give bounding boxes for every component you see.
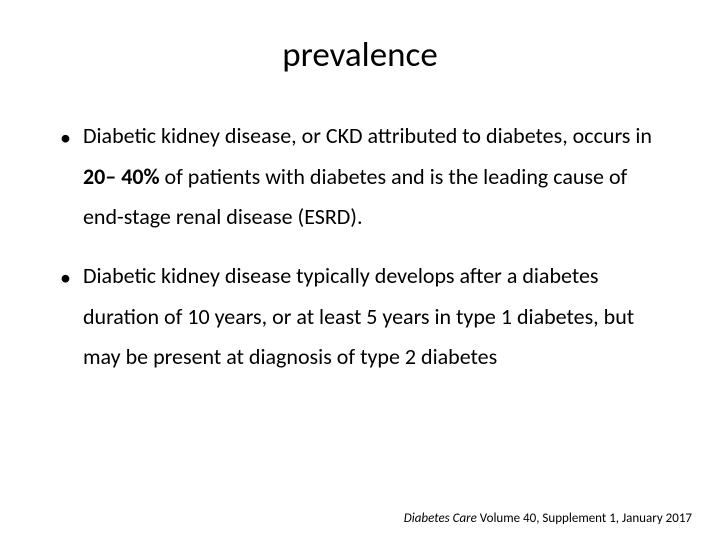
bullet-pre: Diabetic kidney disease, or CKD attribut…	[83, 122, 652, 149]
citation: Diabetes Care Volume 40, Supplement 1, J…	[404, 511, 692, 526]
bullet-pre: Diabetic kidney disease typically develo…	[83, 262, 634, 370]
bullet-item: • Diabetic kidney disease typically deve…	[60, 256, 670, 378]
bullet-marker-icon: •	[60, 258, 71, 299]
bullet-bold: 20– 40%	[83, 163, 160, 190]
slide-content: • Diabetic kidney disease, or CKD attrib…	[50, 116, 670, 378]
bullet-text: Diabetic kidney disease, or CKD attribut…	[83, 116, 670, 238]
bullet-text: Diabetic kidney disease typically develo…	[83, 256, 670, 378]
citation-journal: Diabetes Care	[404, 511, 477, 526]
citation-rest: Volume 40, Supplement 1, January 2017	[477, 511, 692, 526]
bullet-post: of patients with diabetes and is the lea…	[83, 163, 627, 231]
slide-container: prevalence • Diabetic kidney disease, or…	[0, 0, 720, 540]
bullet-item: • Diabetic kidney disease, or CKD attrib…	[60, 116, 670, 238]
slide-title: prevalence	[50, 34, 670, 76]
bullet-marker-icon: •	[60, 118, 71, 159]
